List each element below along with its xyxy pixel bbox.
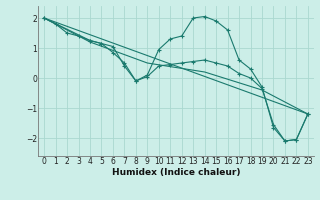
X-axis label: Humidex (Indice chaleur): Humidex (Indice chaleur) xyxy=(112,168,240,177)
